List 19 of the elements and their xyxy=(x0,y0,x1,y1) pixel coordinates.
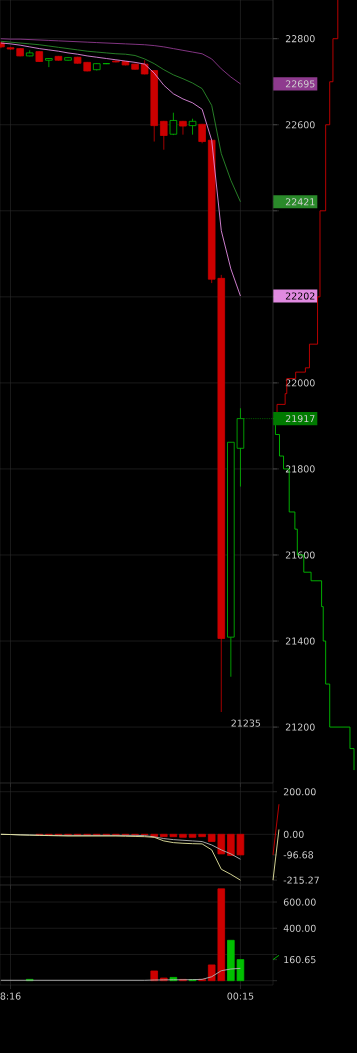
y-tick-label: 21400 xyxy=(285,637,315,645)
y-tick-label: 22800 xyxy=(285,35,315,43)
y-tick-label: 22421 xyxy=(285,198,315,206)
y-tick-label: 22695 xyxy=(285,80,315,88)
y-tick-label: -215.27 xyxy=(283,876,319,884)
y-tick-label: 0.00 xyxy=(283,830,304,838)
x-tick-label: 00:15 xyxy=(227,992,254,1000)
y-tick-label: 21800 xyxy=(285,465,315,473)
annotation: 21235 xyxy=(231,719,261,727)
y-tick-label: -96.68 xyxy=(283,851,314,859)
y-tick-label: 22202 xyxy=(285,292,315,300)
y-tick-label: 600.00 xyxy=(283,898,316,906)
ref-line-label: 21917 xyxy=(285,415,315,423)
x-tick-label: 8:16 xyxy=(0,992,21,1000)
y-tick-label: 22600 xyxy=(285,121,315,129)
y-tick-label: 200.00 xyxy=(283,788,316,796)
y-tick-label: 21200 xyxy=(285,723,315,731)
y-tick-label: 160.65 xyxy=(284,956,316,964)
y-tick-label: 400.00 xyxy=(283,924,316,932)
